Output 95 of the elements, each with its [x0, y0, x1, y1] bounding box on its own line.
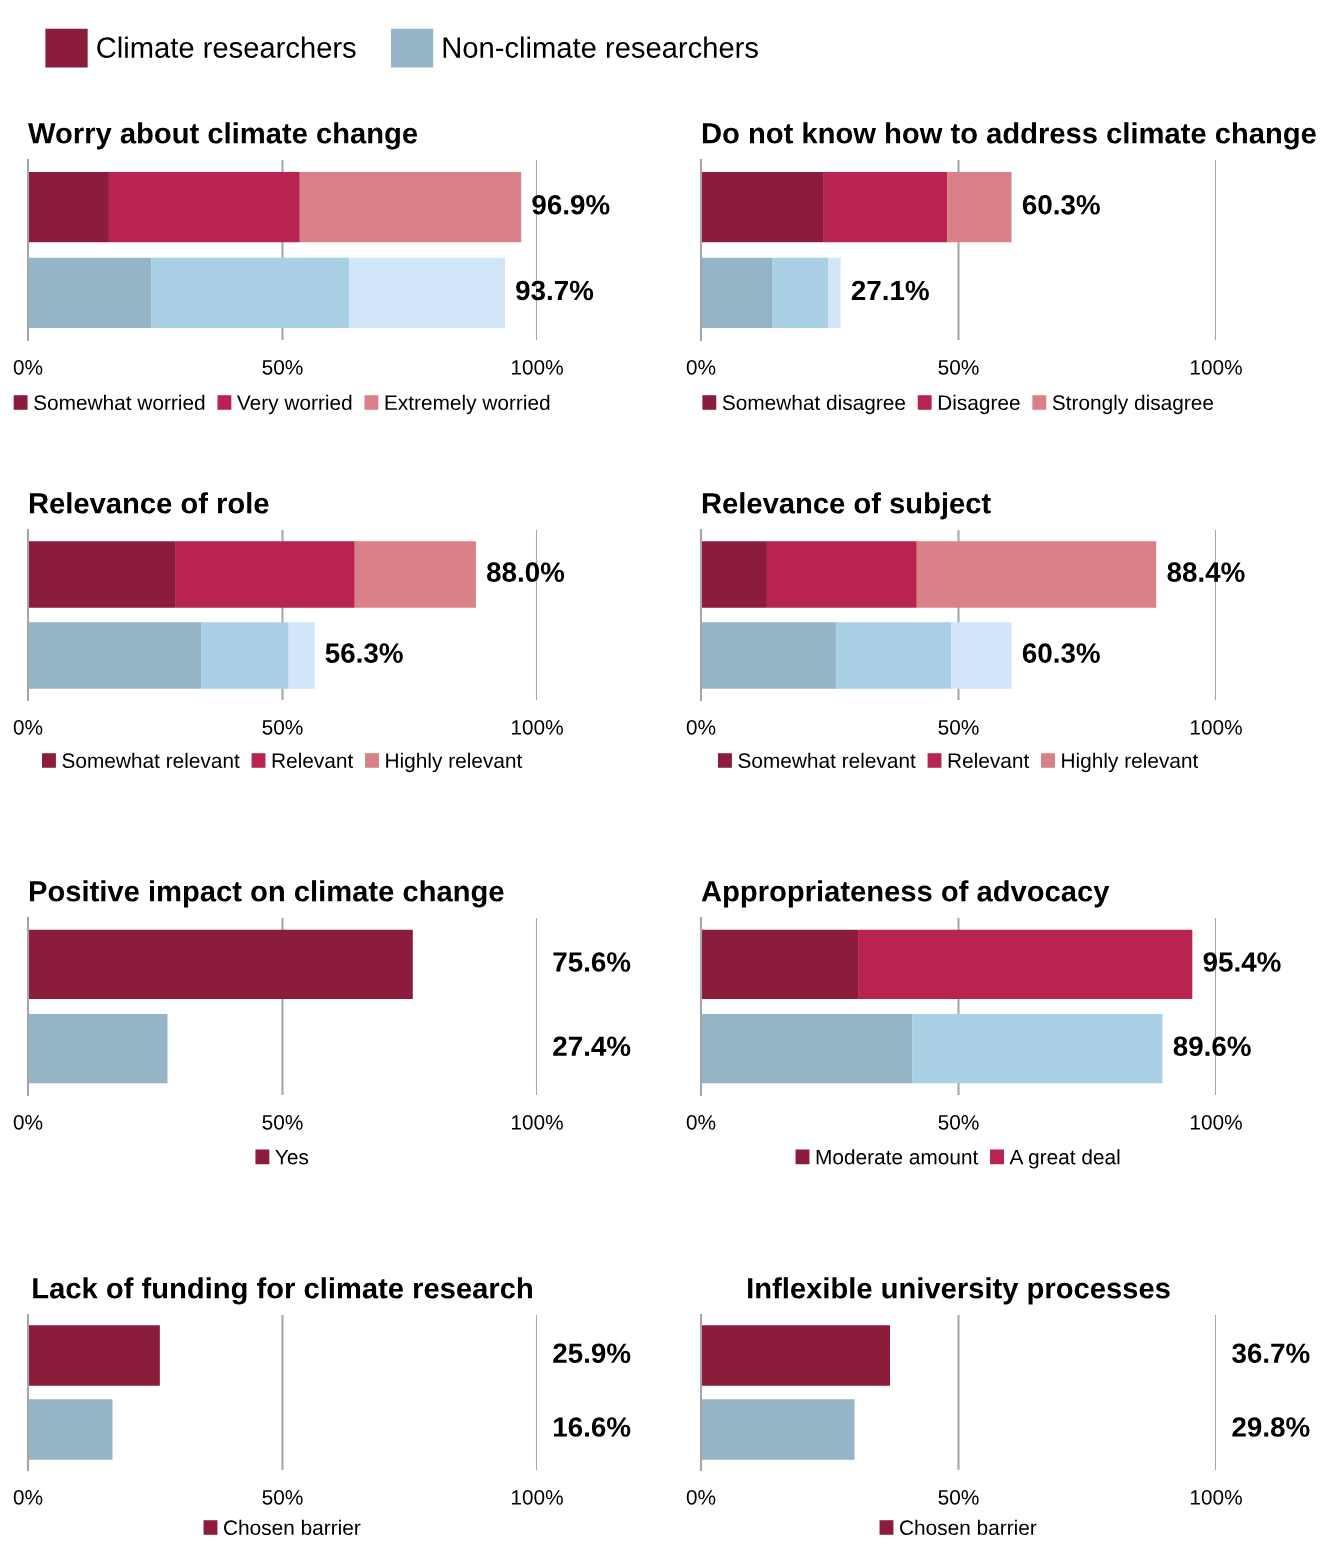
total-label: 88.4% — [1167, 562, 1245, 582]
x-tick-label: 50% — [938, 719, 979, 735]
x-tick-label: 50% — [262, 1489, 303, 1505]
legend-label: Highly relevant — [386, 752, 523, 773]
x-tick-label: 0% — [686, 719, 716, 735]
x-tick-label: 100% — [1190, 1489, 1242, 1505]
bar — [28, 541, 176, 608]
x-tick-label: 0% — [13, 1489, 43, 1505]
x-tick-label: 0% — [13, 1114, 43, 1130]
bar — [828, 257, 841, 328]
legend-label: Somewhat worried — [34, 394, 205, 411]
chart-title: Positive impact on climate change — [29, 880, 504, 908]
legend-label: Somewhat disagree — [722, 394, 906, 415]
bar — [772, 257, 829, 328]
legend-label: Relevant — [948, 752, 1030, 769]
chart-title: Do not know how to address climate change — [702, 122, 1316, 150]
bar — [701, 929, 859, 999]
legend-label: Climate researchers — [97, 36, 356, 58]
chart-title: Worry about climate change — [28, 122, 418, 150]
x-tick-label: 100% — [1190, 359, 1242, 375]
legend-label: Somewhat relevant — [62, 752, 240, 769]
bar — [201, 622, 289, 689]
bar — [701, 257, 773, 328]
legend-label: Yes — [275, 1149, 309, 1165]
data-label: 29.8% — [1232, 1417, 1310, 1437]
legend-label: Moderate amount — [816, 1149, 979, 1165]
legend-label: Disagree — [938, 394, 1020, 415]
bar — [28, 622, 202, 689]
total-label: 96.9% — [532, 194, 610, 215]
bar — [916, 541, 1157, 608]
data-label: 25.9% — [553, 1343, 631, 1364]
bar — [288, 622, 315, 689]
total-label: 93.7% — [516, 280, 594, 301]
total-label: 89.6% — [1173, 1036, 1251, 1057]
bar — [28, 172, 109, 243]
x-tick-label: 100% — [1190, 719, 1242, 735]
x-tick-label: 50% — [938, 359, 979, 375]
x-tick-label: 100% — [511, 719, 563, 735]
legend-label: Chosen barrier — [900, 1519, 1037, 1536]
x-tick-label: 0% — [13, 359, 43, 375]
x-tick-label: 50% — [262, 1114, 303, 1130]
chart-title: Lack of funding for climate research — [33, 1277, 532, 1305]
x-tick-label: 0% — [13, 719, 43, 735]
bar — [951, 622, 1012, 689]
legend-label: Very worried — [236, 394, 352, 415]
x-tick-label: 0% — [686, 1489, 716, 1505]
legend-label: Non-climate researchers — [443, 36, 758, 58]
x-tick-label: 50% — [262, 719, 303, 735]
total-label: 60.3% — [1022, 643, 1100, 663]
bar — [299, 172, 522, 243]
legend-label: Highly relevant — [1062, 752, 1199, 773]
legend-label: Strongly disagree — [1052, 394, 1214, 415]
legend-label: Chosen barrier — [224, 1519, 361, 1536]
legend-label: Relevant — [272, 752, 354, 769]
legend-label: Somewhat relevant — [738, 752, 916, 769]
x-tick-label: 100% — [511, 1489, 563, 1505]
total-label: 27.1% — [851, 280, 929, 301]
bar — [858, 929, 1193, 999]
x-tick-label: 0% — [686, 1114, 716, 1130]
x-tick-label: 100% — [1190, 1114, 1242, 1130]
legend-label: Extremely worried — [385, 394, 550, 415]
x-tick-label: 100% — [511, 1114, 563, 1130]
bar — [701, 172, 824, 243]
legend-label: A great deal — [1009, 1149, 1120, 1169]
chart-title: Appropriateness of advocacy — [701, 880, 1110, 908]
bar — [349, 257, 505, 328]
x-tick-label: 100% — [511, 359, 563, 375]
bar — [701, 541, 767, 608]
x-tick-label: 0% — [686, 359, 716, 375]
bar — [28, 257, 152, 328]
chart-title: Relevance of role — [29, 492, 269, 514]
bar — [823, 172, 948, 243]
x-tick-label: 50% — [262, 359, 303, 375]
bar — [766, 541, 917, 608]
total-label: 88.0% — [486, 562, 565, 582]
bar — [835, 622, 952, 689]
data-label: 16.6% — [554, 1417, 631, 1437]
bar — [108, 172, 300, 243]
bar — [175, 541, 355, 608]
chart-title: Relevance of subject — [702, 492, 991, 520]
data-label: 75.6% — [553, 952, 631, 972]
bar — [701, 1014, 913, 1084]
bar — [354, 541, 476, 608]
bar — [151, 257, 350, 328]
total-label: 60.3% — [1022, 194, 1100, 215]
total-label: 95.4% — [1203, 952, 1281, 972]
chart-title: Inflexible university processes — [748, 1277, 1170, 1305]
data-label: 36.7% — [1232, 1343, 1310, 1364]
x-tick-label: 50% — [938, 1114, 979, 1130]
bar — [701, 622, 836, 689]
x-tick-label: 50% — [938, 1489, 979, 1505]
bar — [947, 172, 1012, 243]
data-label: 27.4% — [553, 1036, 631, 1057]
total-label: 56.3% — [325, 643, 403, 663]
bar — [912, 1014, 1163, 1084]
